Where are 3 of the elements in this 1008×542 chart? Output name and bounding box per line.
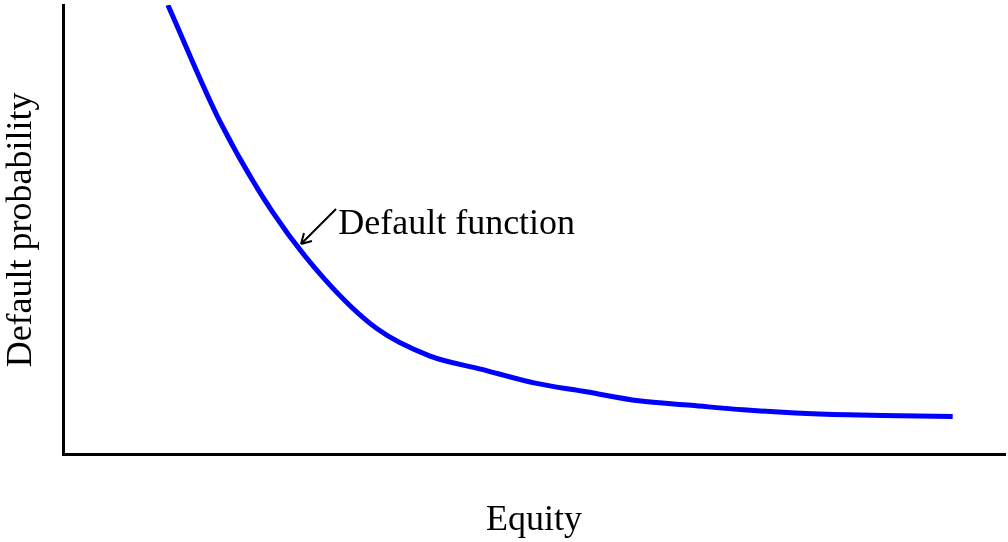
- y-axis-title: Default probability: [0, 92, 40, 368]
- x-axis-title: Equity: [486, 497, 583, 538]
- annotation: Default function: [338, 202, 576, 243]
